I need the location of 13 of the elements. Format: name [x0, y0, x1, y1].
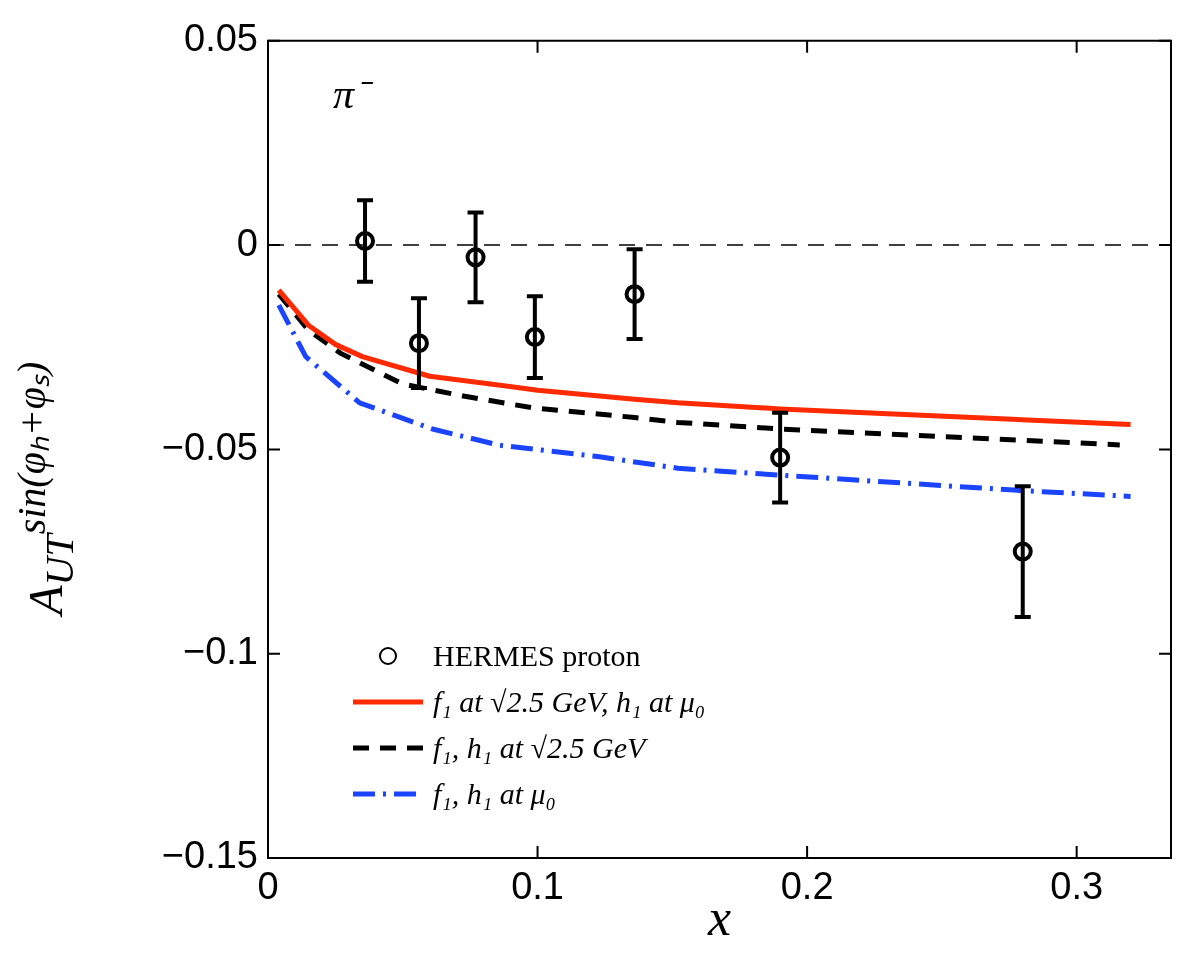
- y-tick-label: −0.1: [182, 630, 258, 673]
- y-tick-label: 0: [236, 221, 258, 264]
- legend-label: f₁, h₁ at √2.5 GeV: [433, 731, 646, 765]
- y-tick-label: −0.05: [161, 425, 258, 468]
- y-tick-label: −0.15: [161, 834, 258, 877]
- legend-label: f₁, h₁ at μ₀: [433, 777, 557, 811]
- x-tick-label: 0.1: [511, 865, 564, 908]
- x-tick-label: 0.2: [780, 865, 834, 908]
- x-axis-title: x: [706, 889, 732, 947]
- legend-label: HERMES proton: [433, 639, 641, 673]
- legend-label: f₁ at √2.5 GeV, h₁ at μ₀: [433, 685, 706, 719]
- y-tick-label: 0.05: [184, 17, 258, 60]
- x-tick-label: 0.3: [1050, 865, 1104, 908]
